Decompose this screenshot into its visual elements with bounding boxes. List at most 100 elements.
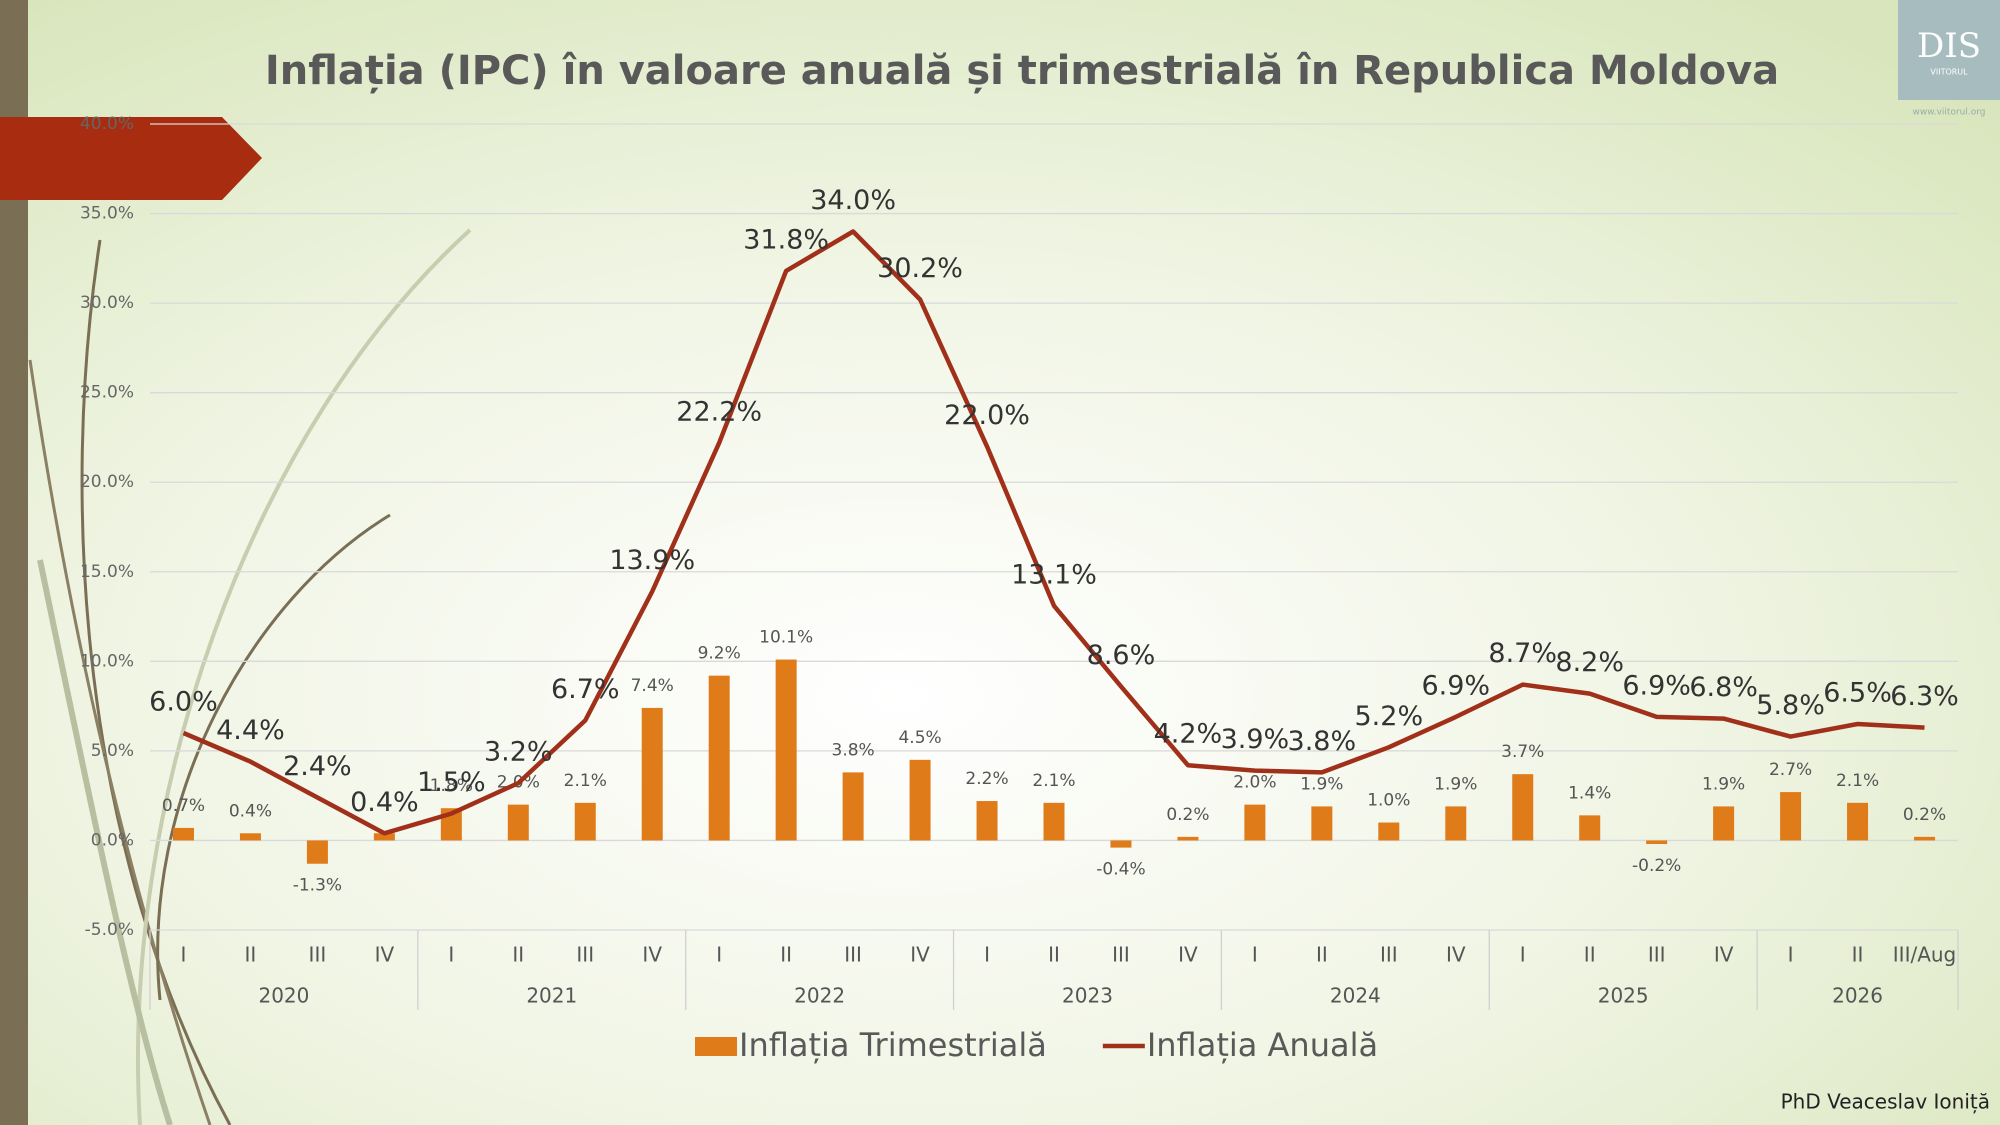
bar	[1110, 840, 1132, 848]
bar-value-label: 1.8%	[430, 776, 473, 796]
x-group-label: 2026	[1832, 984, 1883, 1008]
bar-value-label: 0.2%	[1903, 805, 1946, 825]
y-tick-label: 10.0%	[80, 651, 134, 671]
decoration	[28, 228, 472, 1125]
y-tick-label: 25.0%	[80, 383, 134, 403]
x-group-label: 2025	[1598, 984, 1649, 1008]
bar	[306, 840, 328, 864]
x-tick-label: III	[1112, 943, 1130, 967]
line-value-label: 8.2%	[1555, 647, 1624, 678]
x-tick-label: III	[309, 943, 327, 967]
line-value-label: 22.0%	[944, 400, 1030, 431]
x-tick-label: IV	[375, 943, 395, 967]
author: PhD Veaceslav Ioniță	[1781, 1090, 1990, 1114]
bar	[1914, 836, 1936, 841]
x-tick-label: I	[1252, 943, 1258, 967]
line-value-label: 0.4%	[350, 787, 419, 818]
x-tick-label: II	[780, 943, 792, 967]
bar-value-label: 10.1%	[759, 628, 813, 648]
y-tick-label: 0.0%	[91, 830, 134, 850]
bar	[1512, 774, 1534, 841]
line-value-label: 5.8%	[1756, 690, 1825, 721]
bar	[172, 827, 194, 841]
bar	[1780, 792, 1802, 841]
legend-swatch	[695, 1037, 737, 1056]
bar-value-label: 1.4%	[1568, 783, 1611, 803]
line-value-label: 3.8%	[1288, 726, 1357, 757]
x-tick-label: III	[1380, 943, 1398, 967]
legend-label: Inflația Trimestrială	[739, 1026, 1047, 1064]
x-tick-label: IV	[642, 943, 662, 967]
line-value-label: 6.9%	[1622, 670, 1691, 701]
bar	[373, 833, 395, 841]
bar-value-label: 0.2%	[1166, 805, 1209, 825]
x-tick-label: IV	[1178, 943, 1198, 967]
x-tick-label: I	[716, 943, 722, 967]
bar-value-label: 4.5%	[898, 728, 941, 748]
y-tick-label: 35.0%	[80, 204, 134, 224]
bar-value-label: 2.1%	[1032, 771, 1075, 791]
line-value-label: 3.2%	[484, 737, 553, 768]
bar	[507, 804, 529, 841]
x-tick-label: III	[844, 943, 862, 967]
line-value-label: 13.1%	[1011, 559, 1097, 590]
y-tick-label: 40.0%	[80, 114, 134, 134]
x-tick-label: II	[1852, 943, 1864, 967]
line-value-label: 34.0%	[810, 185, 896, 216]
bar	[1043, 802, 1065, 841]
bar	[1244, 804, 1266, 841]
line-value-label: 1.5%	[417, 767, 486, 798]
bar-value-label: 3.7%	[1501, 742, 1544, 762]
bar	[842, 772, 864, 841]
logo-url: www.viitorul.org	[1912, 108, 1985, 118]
chart-title: Inflația (IPC) în valoare anuală și trim…	[265, 48, 1779, 94]
line-value-label: 31.8%	[743, 224, 829, 255]
line-value-label: 6.7%	[551, 674, 620, 705]
x-group-label: 2020	[258, 984, 309, 1008]
bar-value-label: -1.3%	[293, 876, 342, 896]
bar	[909, 759, 931, 841]
bar	[1579, 815, 1601, 841]
x-tick-label: II	[1316, 943, 1328, 967]
bar-value-label: 2.1%	[1836, 771, 1879, 791]
x-tick-label: IV	[1714, 943, 1734, 967]
line-value-label: 22.2%	[676, 396, 762, 427]
logo-subtitle: VIITORUL	[1930, 68, 1968, 77]
logo: DIS VIITORUL www.viitorul.org	[1898, 0, 2000, 118]
line-value-label: 6.9%	[1421, 670, 1490, 701]
line-value-label: 5.2%	[1355, 701, 1424, 732]
line-value-label: 4.4%	[216, 715, 285, 746]
banner-arrow	[0, 117, 262, 200]
line-value-label: 8.7%	[1488, 638, 1557, 669]
x-group-label: 2023	[1062, 984, 1113, 1008]
y-tick-label: 30.0%	[80, 293, 134, 313]
bar	[1311, 806, 1333, 841]
bar	[708, 675, 730, 841]
x-tick-label: II	[1584, 943, 1596, 967]
y-tick-label: 20.0%	[80, 472, 134, 492]
bar	[976, 801, 998, 841]
bar-value-label: 2.7%	[1769, 760, 1812, 780]
bar-value-label: 1.0%	[1367, 791, 1410, 811]
line-value-label: 3.9%	[1221, 724, 1290, 755]
x-tick-label: I	[1788, 943, 1794, 967]
x-tick-label: IV	[910, 943, 930, 967]
bar	[1713, 806, 1735, 841]
logo-name: DIS	[1917, 26, 1981, 66]
bar-value-label: 2.1%	[564, 771, 607, 791]
line-value-label: 2.4%	[283, 751, 352, 782]
legend-label: Inflația Anuală	[1147, 1026, 1378, 1064]
bar	[775, 659, 797, 841]
line-value-label: 30.2%	[877, 253, 963, 284]
bar-value-label: 0.7%	[162, 796, 205, 816]
bar-value-label: 3.8%	[832, 740, 875, 760]
line-value-label: 6.5%	[1823, 678, 1892, 709]
line-value-label: 4.2%	[1154, 719, 1223, 750]
x-tick-label: III	[576, 943, 594, 967]
logo-box	[1898, 0, 2000, 100]
bar-value-label: 1.9%	[1702, 774, 1745, 794]
bar	[1646, 840, 1668, 845]
y-tick-label: 5.0%	[91, 741, 134, 761]
x-tick-label: II	[512, 943, 524, 967]
